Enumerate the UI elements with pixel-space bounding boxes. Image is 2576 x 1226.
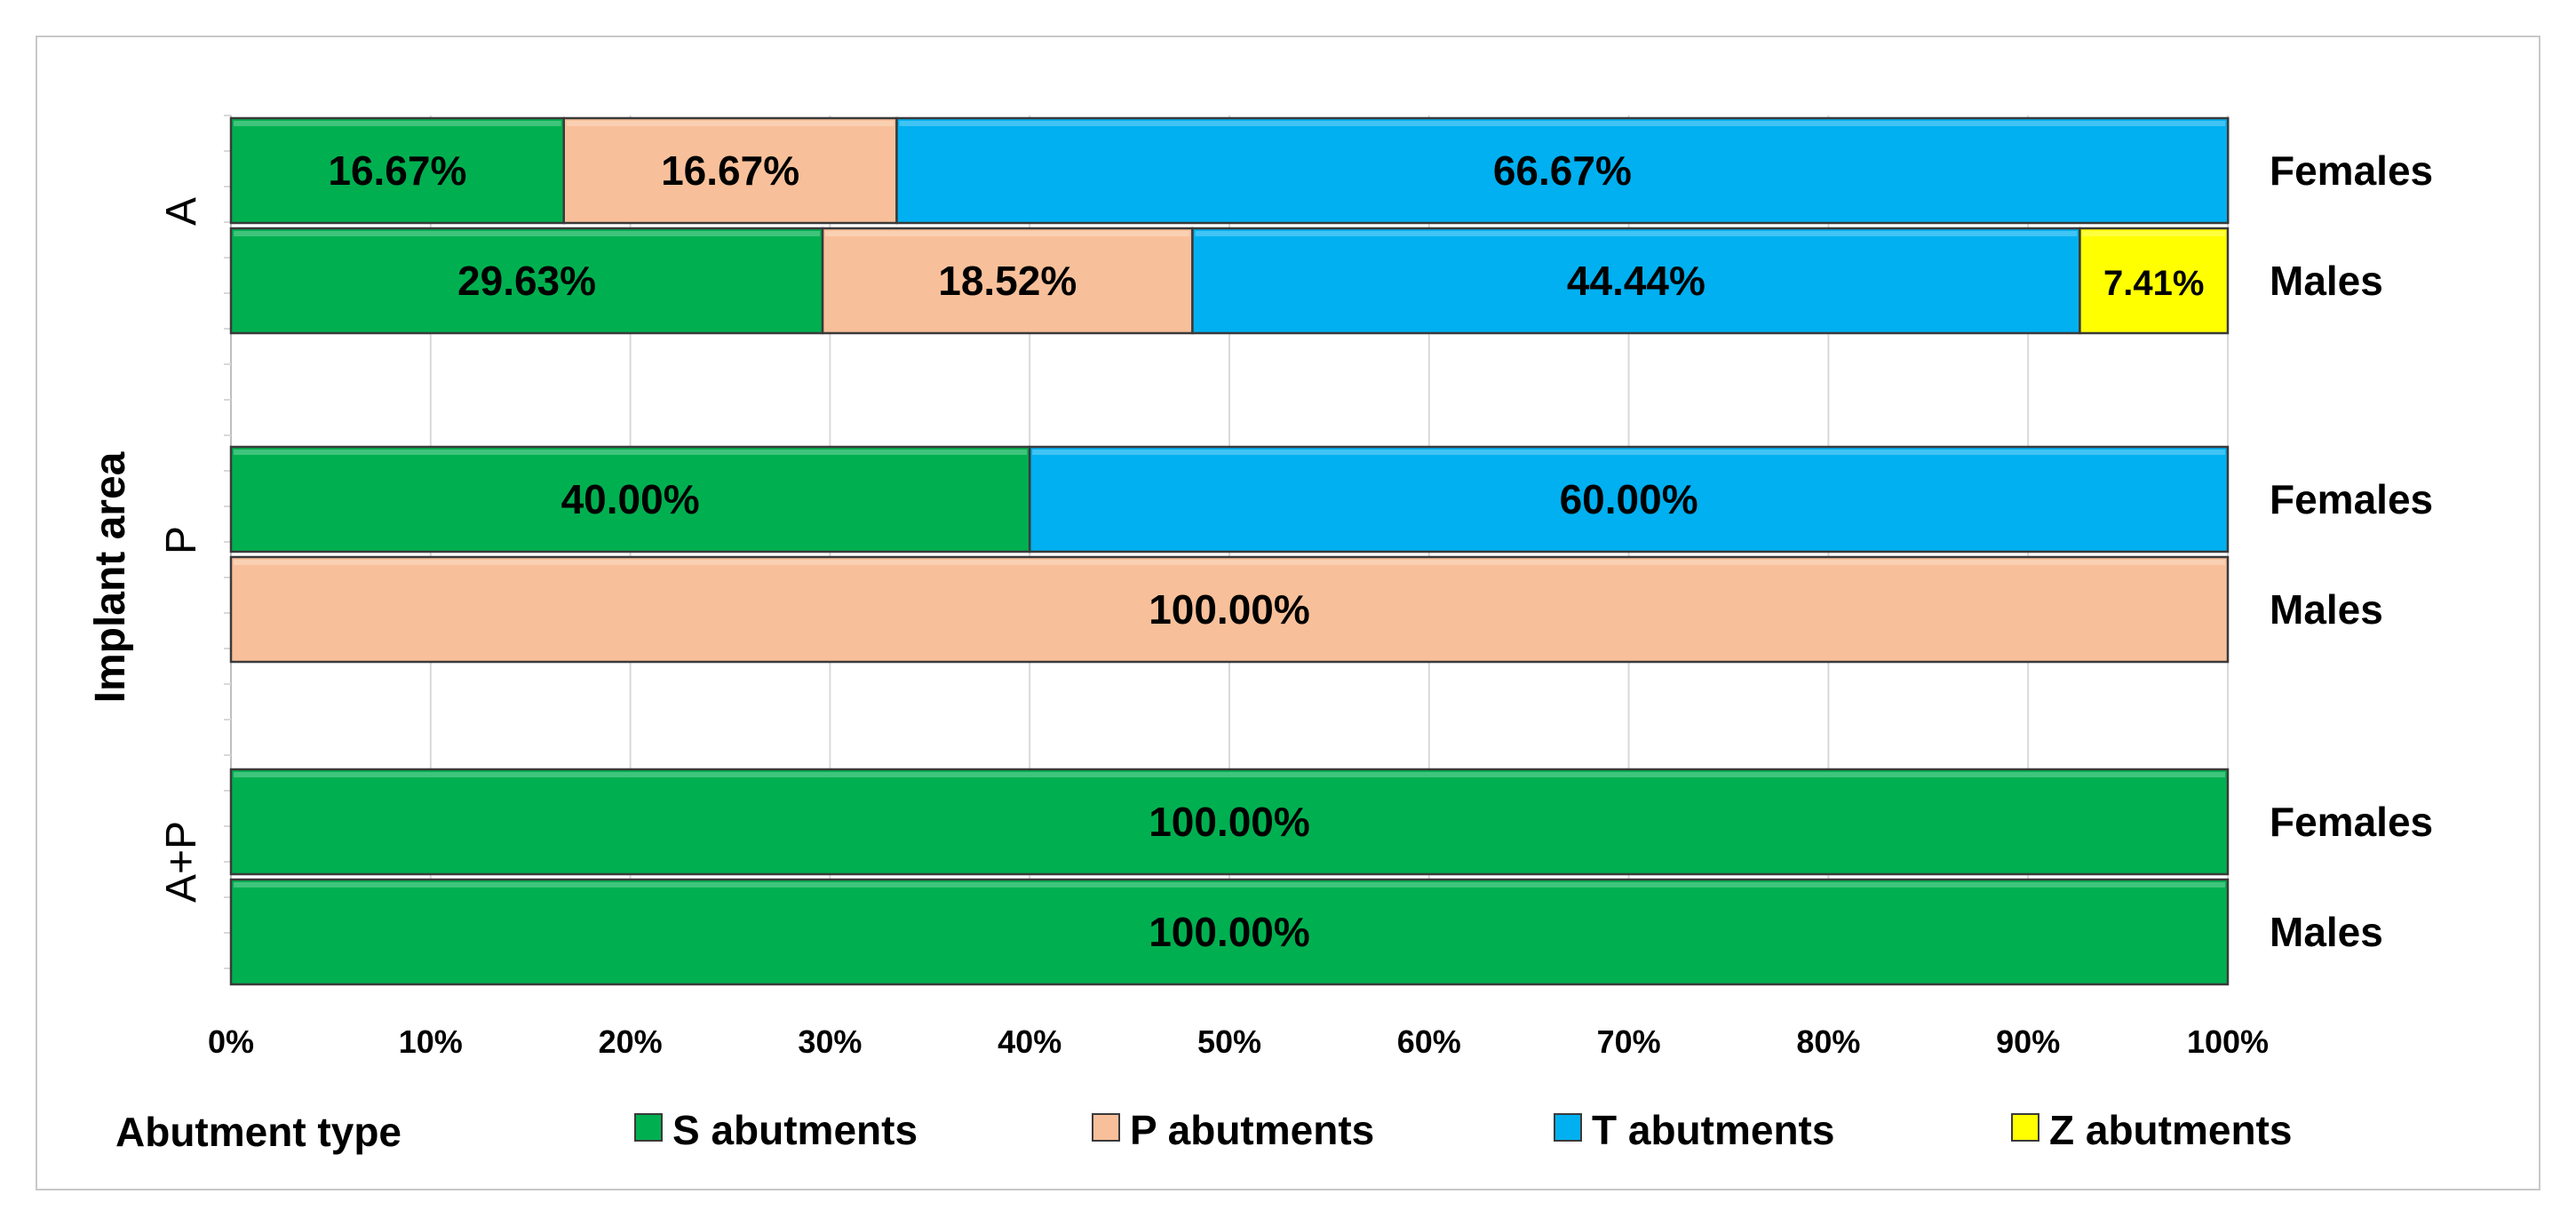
- bar-value-label: 18.52%: [938, 258, 1077, 304]
- bar-value-label: 100.00%: [1149, 799, 1310, 845]
- bar-segment: [821, 227, 1194, 335]
- bar-value-label: 7.41%: [2103, 264, 2204, 303]
- bar-segment: [2079, 227, 2230, 335]
- bar-segment-highlight: [899, 121, 2226, 126]
- bar-category-label: Males: [2270, 258, 2383, 304]
- bar-segment-highlight: [234, 882, 2225, 888]
- bar-segment: [1191, 227, 2081, 335]
- group-label: A: [158, 197, 205, 226]
- legend-entry: S abutments: [672, 1107, 918, 1153]
- x-tick-label: 20%: [599, 1023, 663, 1060]
- bar-category-label: Males: [2270, 909, 2383, 955]
- legend-swatch: [634, 1113, 663, 1142]
- bar-segment: [229, 878, 2230, 986]
- bar-segment-highlight: [825, 231, 1190, 236]
- x-tick-label: 0%: [208, 1023, 254, 1060]
- legend-entry: T abutments: [1592, 1107, 1834, 1153]
- y-axis-title: Implant area: [87, 451, 134, 703]
- bar-segment: [229, 768, 2230, 876]
- bar-segment-highlight: [234, 121, 561, 126]
- legend-entry: Z abutments: [2049, 1107, 2292, 1153]
- legend: Abutment type S abutments P abutments T abu…: [115, 1107, 2292, 1155]
- bar-category-label: Females: [2270, 147, 2433, 194]
- x-tick-label: 30%: [798, 1023, 862, 1060]
- legend-swatch: [2011, 1113, 2039, 1142]
- bar-segment: [1028, 445, 2230, 553]
- x-tick-label: 60%: [1397, 1023, 1461, 1060]
- bar-category-label: Males: [2270, 586, 2383, 633]
- bar-value-label: 29.63%: [457, 258, 596, 304]
- bar-value-label: 60.00%: [1560, 476, 1698, 522]
- bar-segment: [562, 116, 898, 225]
- bar-value-label: 16.67%: [661, 147, 799, 194]
- bar-value-label: 66.67%: [1493, 147, 1632, 194]
- group-label: A+P: [158, 821, 205, 903]
- group-label: P: [158, 526, 205, 554]
- x-tick-label: 90%: [1996, 1023, 2060, 1060]
- bars: [229, 116, 2230, 986]
- bar-segment: [229, 445, 1031, 553]
- legend-swatch: [1554, 1113, 1582, 1142]
- bar-segment-highlight: [566, 121, 894, 126]
- x-tick-label: 80%: [1796, 1023, 1860, 1060]
- bar-segment: [895, 116, 2230, 225]
- legend-title: Abutment type: [115, 1109, 402, 1155]
- bar-value-label: 44.44%: [1567, 258, 1705, 304]
- bar-segment: [229, 227, 824, 335]
- bar-segment-highlight: [234, 772, 2225, 777]
- bar-value-label: 100.00%: [1149, 586, 1310, 633]
- x-tick-label: 50%: [1197, 1023, 1261, 1060]
- legend-swatch: [1092, 1113, 1120, 1142]
- labels: 0% 10% 20% 30% 40% 50% 60% 70% 80% 90% 100% 16.67% 1…: [87, 147, 2433, 1060]
- bar-segment-highlight: [234, 231, 821, 236]
- x-tick-label: 70%: [1597, 1023, 1661, 1060]
- x-tick-label: 10%: [399, 1023, 463, 1060]
- x-tick-label: 100%: [2187, 1023, 2269, 1060]
- bar-value-label: 100.00%: [1149, 909, 1310, 955]
- bar-segment-highlight: [2082, 231, 2225, 236]
- bar-category-label: Females: [2270, 476, 2433, 522]
- bar-segment: [229, 555, 2230, 664]
- x-tick-label: 40%: [998, 1023, 1061, 1060]
- bar-segment-highlight: [1032, 450, 2225, 455]
- bar-segment-highlight: [234, 560, 2225, 565]
- bar-value-label: 40.00%: [561, 476, 700, 522]
- bar-segment-highlight: [1195, 231, 2078, 236]
- bar-value-label: 16.67%: [328, 147, 466, 194]
- bar-category-label: Females: [2270, 799, 2433, 845]
- bar-segment-highlight: [234, 450, 1028, 455]
- legend-entry: P abutments: [1130, 1107, 1374, 1153]
